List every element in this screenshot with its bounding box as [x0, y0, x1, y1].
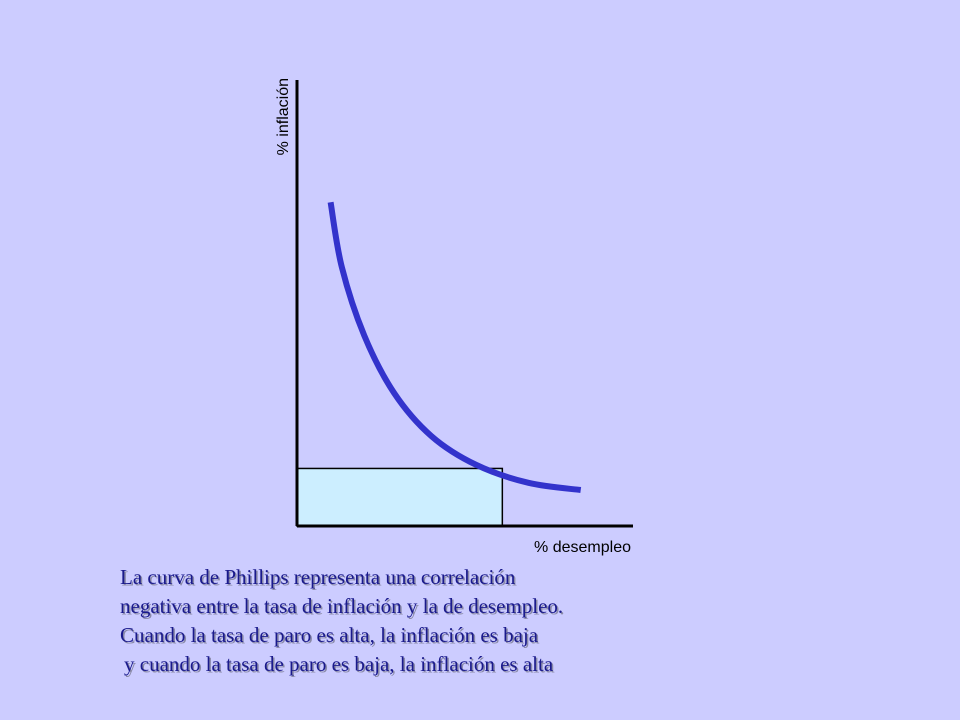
caption-line-4: y cuando la tasa de paro es baja, la inf… [124, 652, 554, 676]
highlight-rectangle [296, 467, 504, 527]
caption-line-3: Cuando la tasa de paro es alta, la infla… [120, 623, 539, 647]
y-axis-label: % inflación [275, 78, 292, 155]
x-axis-label: % desempleo [534, 539, 631, 556]
caption-line-2: negativa entre la tasa de inflación y la… [120, 594, 564, 618]
phillips-curve [327, 201, 582, 494]
caption-line-1: La curva de Phillips representa una corr… [120, 565, 516, 589]
caption: La curva de Phillips representa una corr… [120, 563, 740, 679]
